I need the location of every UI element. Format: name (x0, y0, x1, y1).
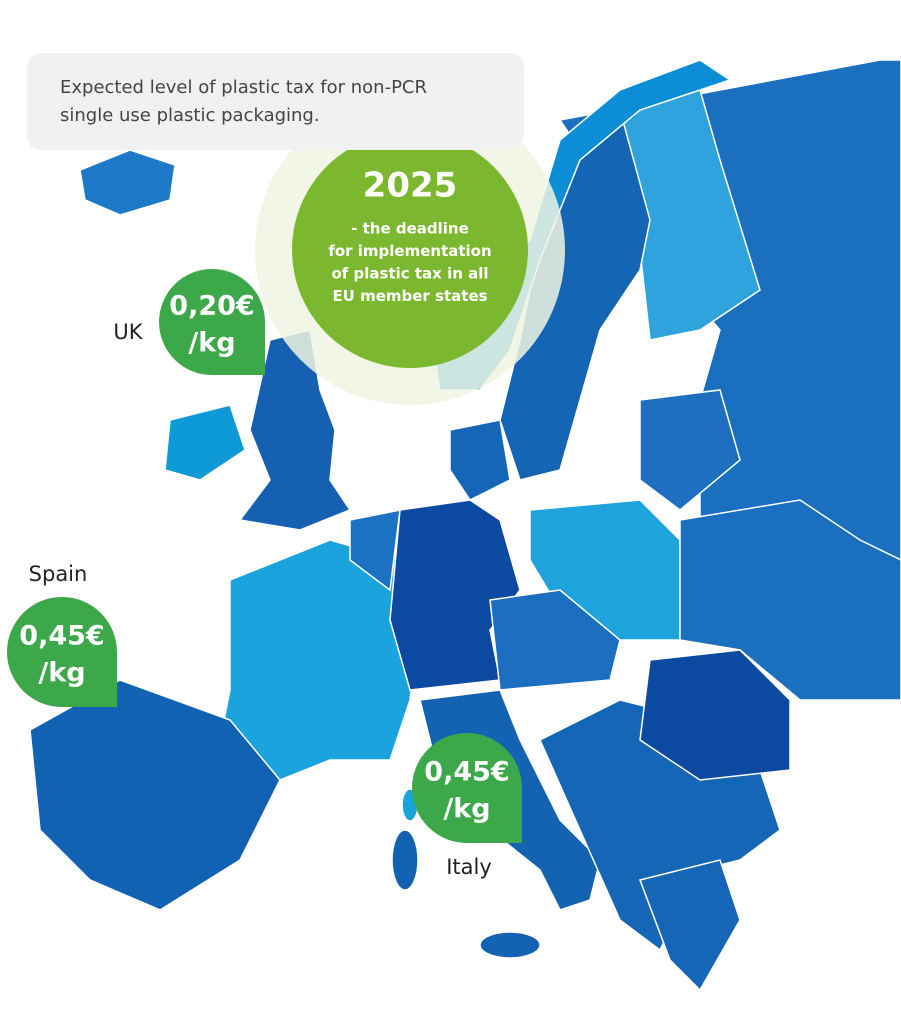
region (79, 149, 176, 216)
price-pin (159, 269, 265, 375)
region (449, 419, 511, 501)
caption-line: Expected level of plastic tax for non-PC… (60, 77, 427, 98)
region (349, 509, 401, 592)
region (639, 859, 741, 992)
region (639, 649, 791, 781)
price-unit: /kg (188, 328, 235, 359)
deadline-line: of plastic tax in all (331, 265, 488, 283)
country-label: Italy (446, 855, 492, 879)
region (639, 389, 741, 511)
region (679, 499, 901, 701)
deadline-circle (292, 132, 528, 368)
island (479, 931, 541, 959)
country-label: Spain (29, 562, 88, 586)
price-unit: /kg (38, 658, 85, 689)
price: 0,20€ (169, 291, 254, 322)
price: 0,45€ (424, 757, 509, 788)
region (29, 679, 281, 911)
price-pin (412, 733, 522, 843)
region (499, 108, 651, 481)
price-unit: /kg (443, 794, 490, 825)
price: 0,45€ (19, 621, 104, 652)
deadline-line: EU member states (332, 287, 487, 305)
price-pin (7, 597, 117, 707)
deadline-year: 2025 (363, 166, 458, 206)
caption-box (27, 53, 524, 150)
country-label: UK (113, 320, 143, 344)
region (389, 499, 521, 691)
region (164, 404, 246, 481)
region (489, 589, 621, 691)
caption-line: single use plastic packaging. (60, 105, 320, 126)
deadline-line: for implementation (328, 242, 491, 260)
deadline-line: - the deadline (351, 220, 469, 238)
island (391, 829, 419, 891)
